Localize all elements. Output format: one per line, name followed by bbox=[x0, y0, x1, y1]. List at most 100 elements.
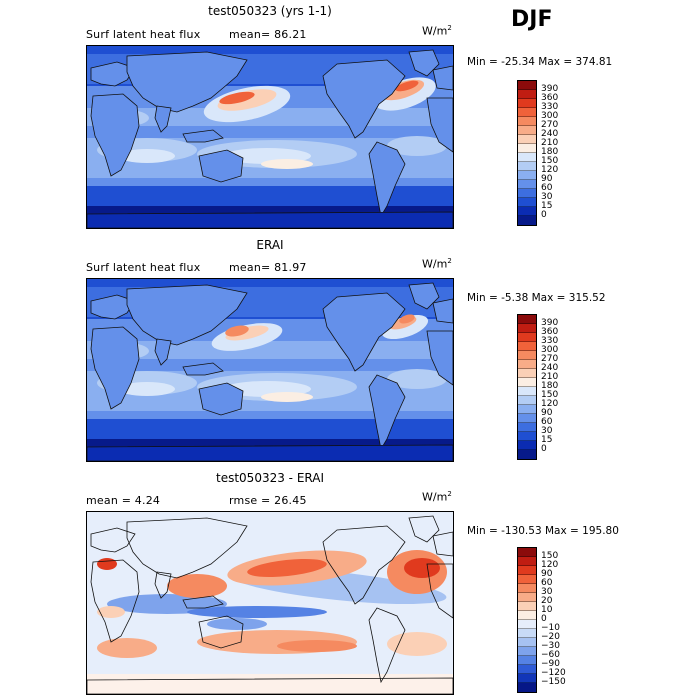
north-america-outline bbox=[322, 525, 406, 605]
india-outline bbox=[154, 338, 172, 366]
colorbar-tick-label: 0 bbox=[541, 614, 547, 624]
colorbar-tick-label: 360 bbox=[541, 327, 559, 337]
colorbar-tick-label: 240 bbox=[541, 363, 559, 373]
panel1-minmax: Min = -25.34 Max = 374.81 bbox=[467, 56, 613, 68]
colorbar-tick-label: 330 bbox=[541, 336, 559, 346]
africa-east-outline bbox=[426, 97, 453, 153]
colorbar-box bbox=[518, 611, 536, 620]
colorbar-box bbox=[518, 126, 536, 135]
colorbar-box bbox=[518, 387, 536, 396]
colorbar-tick-label: 270 bbox=[541, 354, 559, 364]
colorbar-box bbox=[518, 333, 536, 342]
south-america-outline bbox=[368, 374, 406, 451]
contour-region bbox=[247, 559, 327, 577]
indonesia-outline bbox=[182, 595, 224, 609]
india-outline bbox=[154, 105, 172, 133]
panel2-map-svg bbox=[87, 279, 453, 461]
colorbar-box bbox=[518, 378, 536, 387]
panel1-map-svg bbox=[87, 46, 453, 228]
colorbar-tick-label: 10 bbox=[541, 605, 553, 615]
colorbar-box bbox=[518, 117, 536, 126]
panel2-units-exp: 2 bbox=[447, 257, 452, 265]
colorbar-box bbox=[518, 620, 536, 629]
colorbar-tick-label: 210 bbox=[541, 372, 559, 382]
africa-outline bbox=[90, 93, 140, 177]
colorbar-tick-label: 60 bbox=[541, 417, 553, 427]
europe-east-outline bbox=[432, 65, 453, 91]
contour-region bbox=[404, 558, 440, 578]
season-label: DJF bbox=[511, 7, 553, 32]
panel2-map bbox=[86, 278, 454, 462]
colorbar-tick-label: 90 bbox=[541, 408, 553, 418]
panel3-colorbar bbox=[517, 547, 537, 693]
contour-region bbox=[277, 640, 357, 652]
colorbar-tick-label: 210 bbox=[541, 138, 559, 148]
europe-outline bbox=[90, 294, 136, 320]
panel2-minmax: Min = -5.38 Max = 315.52 bbox=[467, 292, 606, 304]
colorbar-tick-label: 390 bbox=[541, 318, 559, 328]
colorbar-box bbox=[518, 90, 536, 99]
contour-region bbox=[261, 159, 313, 169]
south-america-outline bbox=[368, 141, 406, 218]
panel1-map bbox=[86, 45, 454, 229]
colorbar-box bbox=[518, 432, 536, 441]
colorbar-tick-label: −20 bbox=[541, 632, 560, 642]
panel3-units-main: W/m bbox=[422, 490, 448, 504]
antarctica-outline bbox=[87, 444, 453, 461]
panel2-units-main: W/m bbox=[422, 257, 448, 271]
colorbar-tick-label: 0 bbox=[541, 210, 547, 220]
asia-outline bbox=[126, 517, 248, 579]
colorbar-tick-label: 30 bbox=[541, 587, 553, 597]
contour-region bbox=[387, 369, 447, 389]
colorbar-box bbox=[518, 162, 536, 171]
colorbar-box bbox=[518, 629, 536, 638]
australia-outline bbox=[198, 615, 244, 649]
colorbar-box bbox=[518, 638, 536, 647]
colorbar-tick-label: −90 bbox=[541, 659, 560, 669]
asia-outline bbox=[126, 284, 248, 346]
colorbar-box bbox=[518, 683, 536, 692]
colorbar-box bbox=[518, 656, 536, 665]
colorbar-tick-label: 15 bbox=[541, 435, 553, 445]
contour-region bbox=[387, 136, 447, 156]
colorbar-box bbox=[518, 99, 536, 108]
colorbar-tick-label: 300 bbox=[541, 345, 559, 355]
colorbar-box bbox=[518, 189, 536, 198]
colorbar-tick-label: 30 bbox=[541, 192, 553, 202]
colorbar-box bbox=[518, 180, 536, 189]
colorbar-box bbox=[518, 405, 536, 414]
australia-outline bbox=[198, 149, 244, 183]
colorbar-box bbox=[518, 575, 536, 584]
colorbar-box bbox=[518, 369, 536, 378]
panel1-units: W/m2 bbox=[422, 24, 452, 38]
colorbar-box bbox=[518, 171, 536, 180]
panel3-rmse-label: rmse = 26.45 bbox=[229, 494, 307, 507]
contour-region bbox=[219, 91, 255, 105]
africa-outline bbox=[90, 559, 140, 643]
colorbar-tick-label: 120 bbox=[541, 165, 559, 175]
panel2-mean-label: mean= 81.97 bbox=[229, 261, 307, 274]
panel1-title: test050323 (yrs 1-1) bbox=[208, 4, 332, 18]
panel3-units-exp: 2 bbox=[447, 490, 452, 498]
africa-east-outline bbox=[426, 563, 453, 619]
colorbar-box bbox=[518, 566, 536, 575]
indonesia-outline bbox=[182, 129, 224, 143]
colorbar-tick-label: 360 bbox=[541, 93, 559, 103]
colorbar-tick-label: 20 bbox=[541, 596, 553, 606]
colorbar-box bbox=[518, 602, 536, 611]
colorbar-box bbox=[518, 144, 536, 153]
colorbar-tick-label: 90 bbox=[541, 569, 553, 579]
colorbar-tick-label: 330 bbox=[541, 102, 559, 112]
australia-outline bbox=[198, 382, 244, 416]
contour-region bbox=[399, 314, 415, 324]
panel2-variable-label: Surf latent heat flux bbox=[86, 261, 201, 274]
contour-region bbox=[187, 606, 327, 618]
colorbar-box bbox=[518, 557, 536, 566]
panel3-map bbox=[86, 511, 454, 695]
colorbar-tick-label: −10 bbox=[541, 623, 560, 633]
colorbar-box bbox=[518, 423, 536, 432]
north-america-outline bbox=[322, 59, 406, 139]
antarctica-outline bbox=[87, 211, 453, 228]
colorbar-box bbox=[518, 342, 536, 351]
colorbar-tick-label: 300 bbox=[541, 111, 559, 121]
